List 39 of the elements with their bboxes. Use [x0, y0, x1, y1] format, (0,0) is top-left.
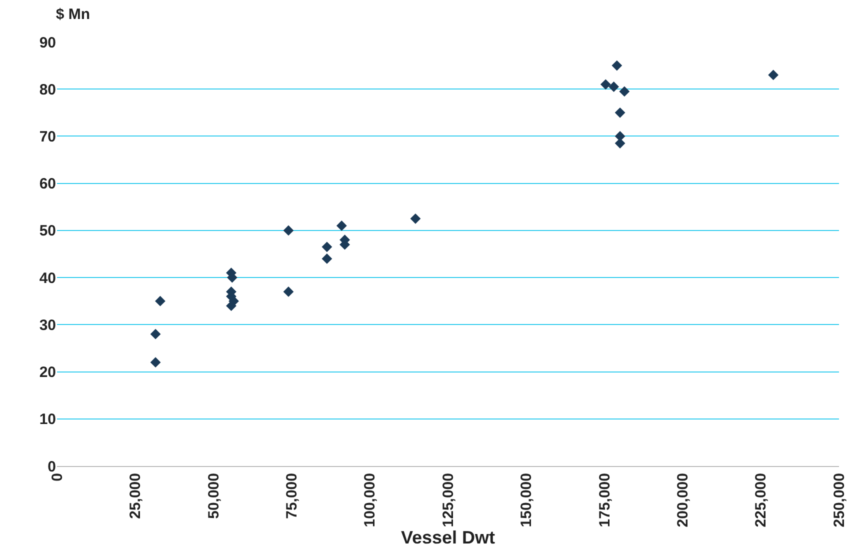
y-tick-label: 80	[39, 81, 56, 98]
x-tick-label: 175,000	[596, 473, 614, 528]
point	[283, 286, 294, 297]
chart-title: $ Mn	[56, 6, 90, 23]
point	[410, 213, 421, 224]
point	[322, 254, 332, 264]
point	[612, 60, 622, 71]
y-tick-label: 60	[39, 176, 56, 193]
x-tick-label: 25,000	[127, 473, 144, 519]
point	[768, 70, 779, 80]
point	[155, 296, 166, 306]
x-tick-label: 0	[48, 473, 66, 482]
x-tick-label: 150,000	[518, 473, 536, 528]
point	[150, 357, 161, 368]
point	[614, 138, 626, 148]
point	[336, 220, 347, 231]
x-tick-label: 100,000	[362, 473, 379, 528]
x-tick-label: 50,000	[205, 473, 222, 519]
x-tick-label: 250,000	[830, 473, 848, 528]
point	[283, 225, 294, 236]
y-tick-label: 20	[39, 364, 56, 382]
point	[614, 107, 626, 118]
point	[150, 328, 161, 340]
x-axis-title: Vessel Dwt	[400, 527, 496, 548]
y-tick-label: 70	[39, 128, 56, 146]
point	[600, 79, 611, 90]
x-tick-label: 225,000	[752, 473, 770, 528]
x-tick-label: 125,000	[440, 473, 457, 528]
y-tick-label: 30	[39, 316, 56, 334]
point	[322, 242, 332, 252]
y-tick-label: 40	[39, 270, 56, 287]
point	[619, 86, 630, 97]
point	[608, 82, 619, 92]
y-tick-label: 10	[39, 411, 56, 428]
x-tick-label: 200,000	[674, 473, 692, 528]
y-tick-label: 90	[39, 34, 56, 52]
y-tick-label: 50	[39, 222, 56, 240]
point	[226, 300, 236, 312]
x-tick-label: 75,000	[283, 473, 300, 519]
